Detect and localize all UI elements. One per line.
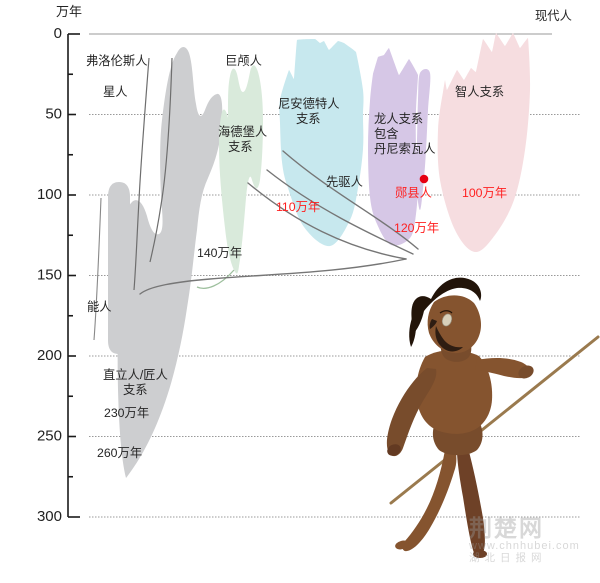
svg-text:先驱人: 先驱人 [326,175,363,189]
svg-text:包含: 包含 [374,126,399,141]
svg-text:www.chnhubei.com: www.chnhubei.com [468,540,580,552]
svg-text:0: 0 [54,25,62,42]
svg-text:100万年: 100万年 [462,186,507,200]
svg-text:250: 250 [37,428,62,445]
svg-text:支系: 支系 [228,140,253,154]
svg-text:50: 50 [45,106,62,123]
svg-text:现代人: 现代人 [535,9,572,23]
svg-text:郧县人: 郧县人 [395,186,432,200]
svg-text:万年: 万年 [56,4,82,19]
svg-text:巨颅人: 巨颅人 [225,54,262,68]
svg-text:海德堡人: 海德堡人 [218,124,267,139]
svg-text:湖北日报网: 湖北日报网 [469,551,547,564]
svg-text:300: 300 [37,508,62,525]
svg-text:200: 200 [37,347,62,364]
svg-text:150: 150 [37,267,62,284]
svg-text:100: 100 [37,186,62,203]
svg-text:直立人/匠人: 直立人/匠人 [103,367,168,382]
svg-text:智人支系: 智人支系 [455,84,504,99]
svg-text:龙人支系: 龙人支系 [374,112,423,126]
svg-text:260万年: 260万年 [97,446,142,460]
svg-text:支系: 支系 [123,383,148,397]
svg-text:230万年: 230万年 [104,406,149,420]
svg-text:尼安德特人: 尼安德特人 [278,96,340,111]
svg-text:能人: 能人 [87,300,112,314]
svg-text:110万年: 110万年 [276,200,320,214]
svg-text:星人: 星人 [103,85,128,99]
svg-text:120万年: 120万年 [394,221,439,235]
svg-text:支系: 支系 [296,112,321,126]
svg-text:140万年: 140万年 [197,246,242,260]
svg-text:荆楚网: 荆楚网 [469,515,544,541]
svg-text:弗洛伦斯人: 弗洛伦斯人 [86,53,148,68]
svg-text:丹尼索瓦人: 丹尼索瓦人 [374,142,436,156]
